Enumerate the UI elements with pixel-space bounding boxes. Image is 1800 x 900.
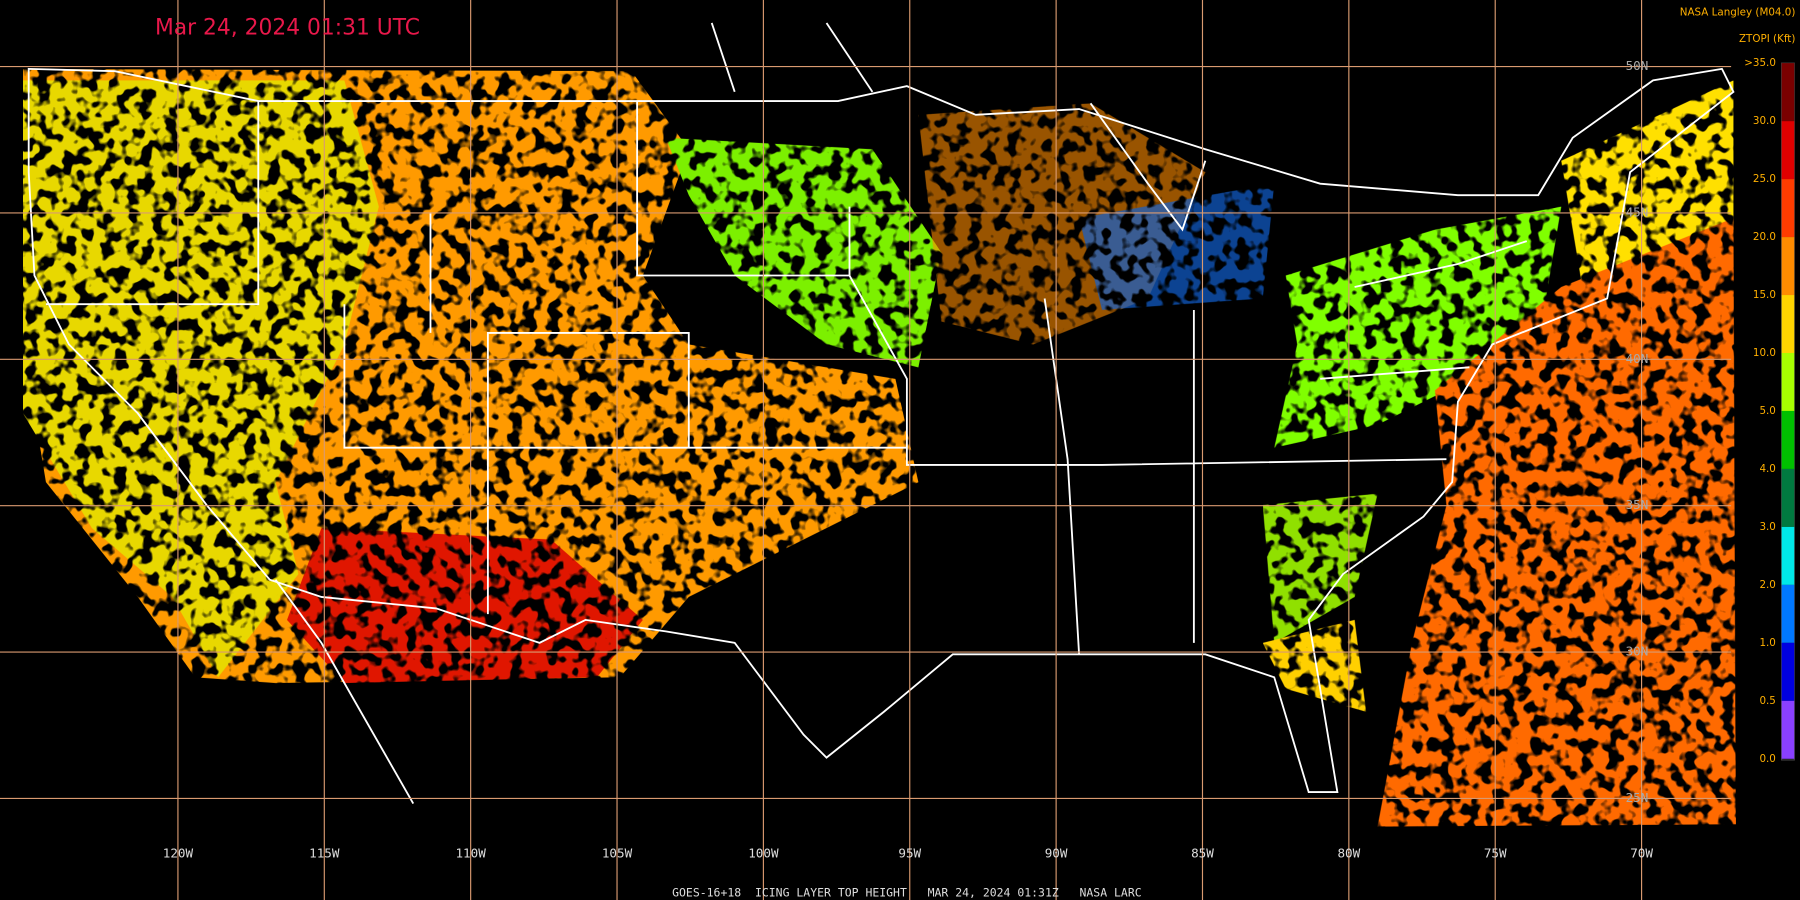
longitude-label: 75W <box>1484 846 1507 861</box>
colorbar-label: 25.0 <box>1753 173 1776 185</box>
source-label: NASA Langley (M04.0) <box>1680 7 1796 19</box>
colorbar-label: 10.0 <box>1753 347 1776 359</box>
colorbar-label: >35.0 <box>1744 57 1776 69</box>
colorbar-segment <box>1781 63 1795 122</box>
colorbar-segment <box>1781 584 1795 643</box>
colorbar-segment <box>1781 526 1795 585</box>
colorbar-segment <box>1781 700 1795 759</box>
colorbar-label: 3.0 <box>1759 521 1775 533</box>
latitude-label: 45N <box>1626 204 1649 219</box>
latitude-label: 35N <box>1626 497 1649 512</box>
longitude-label: 80W <box>1337 846 1360 861</box>
colorbar-label: 2.0 <box>1759 579 1775 591</box>
units-label: ZTOPI (Kft) <box>1739 33 1795 45</box>
colorbar-segment <box>1781 352 1795 411</box>
boundaries <box>27 22 1735 805</box>
longitude-label: 110W <box>455 846 486 861</box>
longitude-label: 70W <box>1630 846 1653 861</box>
colorbar-label: 1.0 <box>1759 637 1775 649</box>
latitude-label: 25N <box>1626 790 1649 805</box>
longitude-label: 85W <box>1191 846 1214 861</box>
longitude-label: 115W <box>309 846 340 861</box>
colorbar-label: 20.0 <box>1753 231 1776 243</box>
latitude-label: 50N <box>1626 58 1649 73</box>
colorbar-segment <box>1781 295 1795 353</box>
longitude-label: 120W <box>163 846 194 861</box>
colorbar-label: 15.0 <box>1753 289 1776 301</box>
longitude-label: 105W <box>602 846 633 861</box>
colorbar-segment <box>1781 410 1795 469</box>
longitude-label: 95W <box>898 846 921 861</box>
colorbar-segment <box>1781 121 1795 180</box>
colorbar-segment <box>1781 179 1795 238</box>
colorbar-label: 4.0 <box>1759 463 1775 475</box>
graticule <box>0 0 1732 900</box>
colorbar-segment <box>1781 237 1795 296</box>
colorbar-label: 30.0 <box>1753 115 1776 127</box>
colorbar-segment <box>1781 642 1795 701</box>
colorbar-label: 5.0 <box>1759 405 1775 417</box>
colorbar-segment <box>1781 468 1795 527</box>
latitude-label: 30N <box>1626 644 1649 659</box>
colorbar-label: 0.0 <box>1759 753 1775 765</box>
colorbar-label: 0.5 <box>1759 695 1775 707</box>
longitude-label: 100W <box>748 846 779 861</box>
latitude-label: 40N <box>1626 351 1649 366</box>
caption: GOES-16+18 ICING LAYER TOP HEIGHT MAR 24… <box>672 886 1142 900</box>
timestamp-title: Mar 24, 2024 01:31 UTC <box>155 16 420 41</box>
longitude-label: 90W <box>1045 846 1068 861</box>
